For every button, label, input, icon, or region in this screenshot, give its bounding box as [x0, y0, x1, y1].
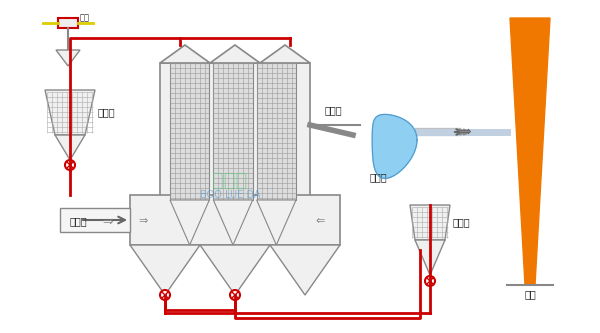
Polygon shape — [60, 208, 130, 232]
Polygon shape — [510, 18, 550, 285]
Polygon shape — [257, 200, 296, 245]
Text: BOO LUE DA: BOO LUE DA — [200, 190, 260, 200]
Bar — [170, 63, 209, 200]
Text: 烟囱: 烟囱 — [524, 289, 536, 299]
Bar — [160, 63, 310, 245]
Polygon shape — [45, 90, 95, 135]
Bar — [214, 63, 253, 200]
Polygon shape — [200, 245, 270, 295]
Text: ⇒: ⇒ — [459, 125, 470, 139]
Text: 原烟气: 原烟气 — [70, 216, 88, 226]
Polygon shape — [56, 50, 80, 66]
Polygon shape — [410, 205, 450, 240]
Polygon shape — [270, 245, 340, 295]
Polygon shape — [130, 245, 200, 295]
Text: ⇒: ⇒ — [138, 216, 148, 226]
Circle shape — [160, 290, 170, 300]
Bar — [130, 195, 340, 245]
Text: 喹料: 喹料 — [80, 13, 90, 22]
Text: 废料仓: 废料仓 — [453, 217, 470, 227]
Polygon shape — [160, 45, 210, 63]
Polygon shape — [55, 135, 85, 160]
Text: 原料仓: 原料仓 — [98, 107, 116, 117]
Polygon shape — [415, 240, 445, 275]
Circle shape — [230, 290, 240, 300]
Bar — [257, 63, 296, 200]
Text: 博荣达: 博荣达 — [212, 170, 248, 189]
Circle shape — [425, 276, 435, 286]
Polygon shape — [214, 200, 253, 245]
Bar — [58, 18, 78, 28]
Text: ⇐: ⇐ — [315, 216, 325, 226]
Polygon shape — [170, 200, 209, 245]
Circle shape — [65, 160, 75, 170]
Text: 引风机: 引风机 — [370, 172, 388, 182]
Polygon shape — [210, 45, 260, 63]
Text: ⇒: ⇒ — [102, 215, 113, 228]
Polygon shape — [372, 115, 417, 178]
Text: 净烟气: 净烟气 — [325, 105, 343, 115]
Polygon shape — [260, 45, 310, 63]
